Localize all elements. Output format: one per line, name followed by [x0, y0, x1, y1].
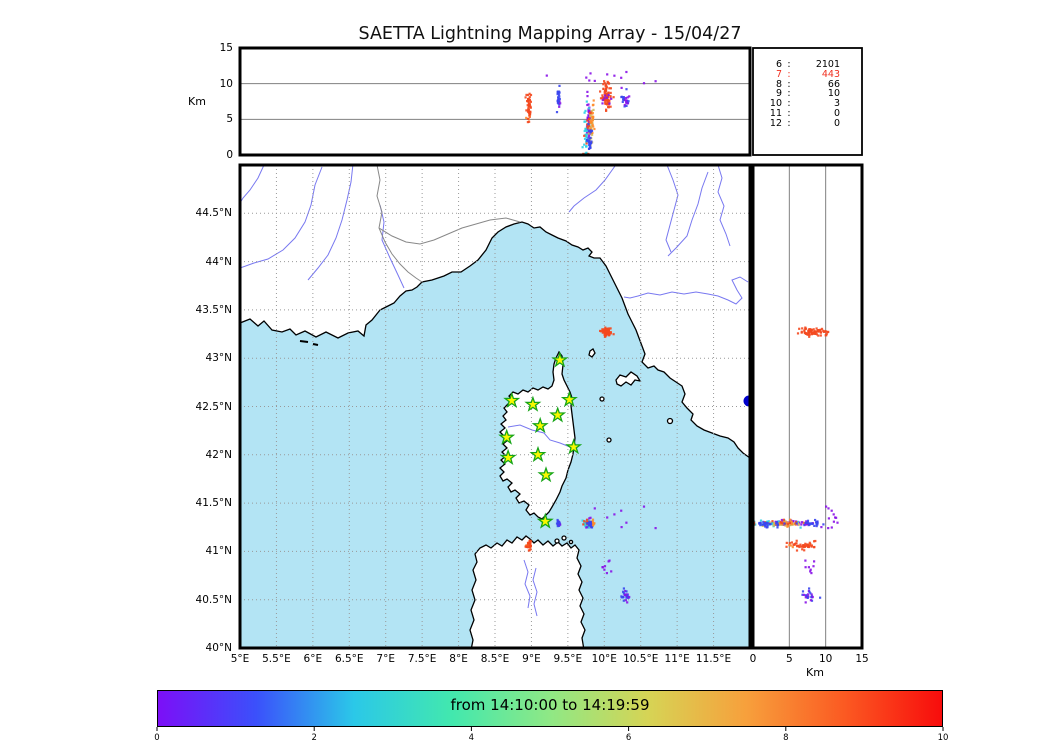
- map-xtick-8°E: 8°E: [449, 653, 468, 665]
- top-ytick-0: 0: [226, 149, 233, 161]
- map-xtick-10.5°E: 10.5°E: [623, 653, 659, 665]
- time-window-label: from 14:10:00 to 14:19:59: [450, 696, 650, 714]
- station-star-marker: [565, 438, 583, 455]
- map-ytick-44.5°N: 44.5°N: [195, 207, 232, 220]
- map-gridlines: [240, 165, 750, 648]
- right-panel-frame: [751, 163, 864, 650]
- colorbar-tickmarks: [156, 727, 944, 731]
- stats-row-level-9: 9:10: [775, 88, 840, 100]
- lma-station-markers: [498, 351, 583, 529]
- map-ytick-44°N: 44°N: [205, 255, 232, 268]
- colorbar-tick-2: 2: [311, 733, 317, 743]
- top-ytick-10: 10: [219, 77, 233, 90]
- map-frame: [238, 163, 752, 650]
- capraia-island: [588, 348, 596, 358]
- map-ytick-42.5°N: 42.5°N: [195, 400, 232, 413]
- source-count-table: 6:2101 7:443 8:66 9:10 10:3 11:0 12:0: [756, 60, 858, 129]
- lake-bolsena: [743, 395, 750, 407]
- map-ytick-43.5°N: 43.5°N: [195, 303, 232, 316]
- right-panel-gridlines: [788, 165, 827, 648]
- stats-row-level-10: 10:3: [769, 98, 840, 110]
- maddalena-island: [561, 535, 567, 541]
- stats-row-level-12: 12:0: [769, 117, 840, 129]
- map-xtick-5.5°E: 5.5°E: [262, 653, 291, 665]
- stats-row-level-7: 7:443: [775, 68, 840, 80]
- right-panel-lightning-scatter: [753, 326, 839, 604]
- station-star-marker: [498, 428, 516, 445]
- station-star-marker: [531, 416, 549, 434]
- station-star-marker: [499, 448, 517, 466]
- top-panel-ylabel: Km: [188, 95, 206, 108]
- right-xtick-15: 15: [855, 653, 869, 665]
- map-ytick-42°N: 42°N: [205, 448, 232, 461]
- station-star-marker: [537, 466, 555, 483]
- page-title: SAETTA Lightning Mapping Array - 15/04/2…: [358, 24, 742, 44]
- elba-island: [615, 371, 642, 387]
- map-xtick-7.5°E: 7.5°E: [407, 653, 437, 665]
- pianosa-island: [599, 396, 605, 402]
- colorbar-tick-8: 8: [783, 733, 789, 743]
- station-star-marker: [529, 445, 547, 463]
- station-star-marker: [551, 351, 569, 368]
- colorbar-tick-0: 0: [154, 733, 160, 743]
- map-ytick-41.5°N: 41.5°N: [195, 497, 232, 510]
- top-ytick-5: 5: [226, 113, 233, 126]
- map-ytick-40°N: 40°N: [205, 642, 232, 654]
- station-star-marker: [524, 395, 542, 412]
- time-colorbar: [157, 690, 943, 727]
- map-xtick-6°E: 6°E: [303, 653, 323, 665]
- map-xtick-6.5°E: 6.5°E: [334, 653, 364, 665]
- sardinia-coastline: [469, 535, 586, 648]
- map-xtick-5°E: 5°E: [230, 653, 250, 665]
- top-panel-lightning-scatter: [524, 70, 657, 155]
- montecristo-island: [606, 437, 612, 443]
- stats-row-level-8: 8:66: [775, 78, 840, 90]
- colorbar-tick-6: 6: [625, 733, 632, 743]
- map-ytick-41°N: 41°N: [205, 545, 232, 558]
- map-lightning-scatter: [524, 326, 657, 604]
- corsica-coastline: [499, 350, 576, 520]
- station-star-marker: [503, 391, 521, 409]
- station-star-marker: [536, 512, 554, 529]
- map-xtick-8.5°E: 8.5°E: [480, 653, 510, 665]
- station-star-marker: [560, 390, 578, 408]
- map-xtick-11.5°E: 11.5°E: [695, 653, 732, 665]
- right-panel-xlabel: Km: [806, 666, 824, 679]
- map-ytick-40.5°N: 40.5°N: [195, 593, 232, 606]
- stats-row-level-6: 6:2101: [775, 59, 840, 70]
- right-xtick-0: 0: [749, 653, 757, 665]
- stats-row-level-11: 11:0: [769, 107, 840, 119]
- maddalena-island: [568, 539, 574, 545]
- map-xtick-11°E: 11°E: [664, 653, 690, 665]
- map-ytick-43°N: 43°N: [205, 352, 232, 365]
- top-panel-frame: [238, 46, 752, 157]
- map-xtick-9°E: 9°E: [522, 653, 541, 665]
- top-ytick-15: 15: [219, 42, 233, 54]
- giglio-island: [666, 417, 674, 425]
- colorbar-tick-4: 4: [468, 733, 475, 743]
- hyeres-islands: [299, 340, 319, 346]
- altitude-longitude-panel: [238, 46, 752, 157]
- admin-borders: [376, 165, 521, 283]
- colorbar-tick-10: 10: [937, 733, 949, 743]
- stats-box-frame: [752, 47, 863, 156]
- station-star-marker: [549, 406, 567, 423]
- maddalena-island: [554, 538, 560, 544]
- map-xtick-9.5°E: 9.5°E: [553, 653, 583, 665]
- top-panel-gridlines: [240, 83, 750, 120]
- map-panel: [240, 165, 750, 648]
- right-xtick-5: 5: [785, 653, 793, 665]
- right-xtick-10: 10: [818, 653, 833, 665]
- altitude-latitude-panel: [751, 163, 864, 650]
- map-xtick-7°E: 7°E: [376, 653, 395, 665]
- map-xtick-10°E: 10°E: [591, 653, 617, 665]
- mainland-coastline: [240, 165, 750, 459]
